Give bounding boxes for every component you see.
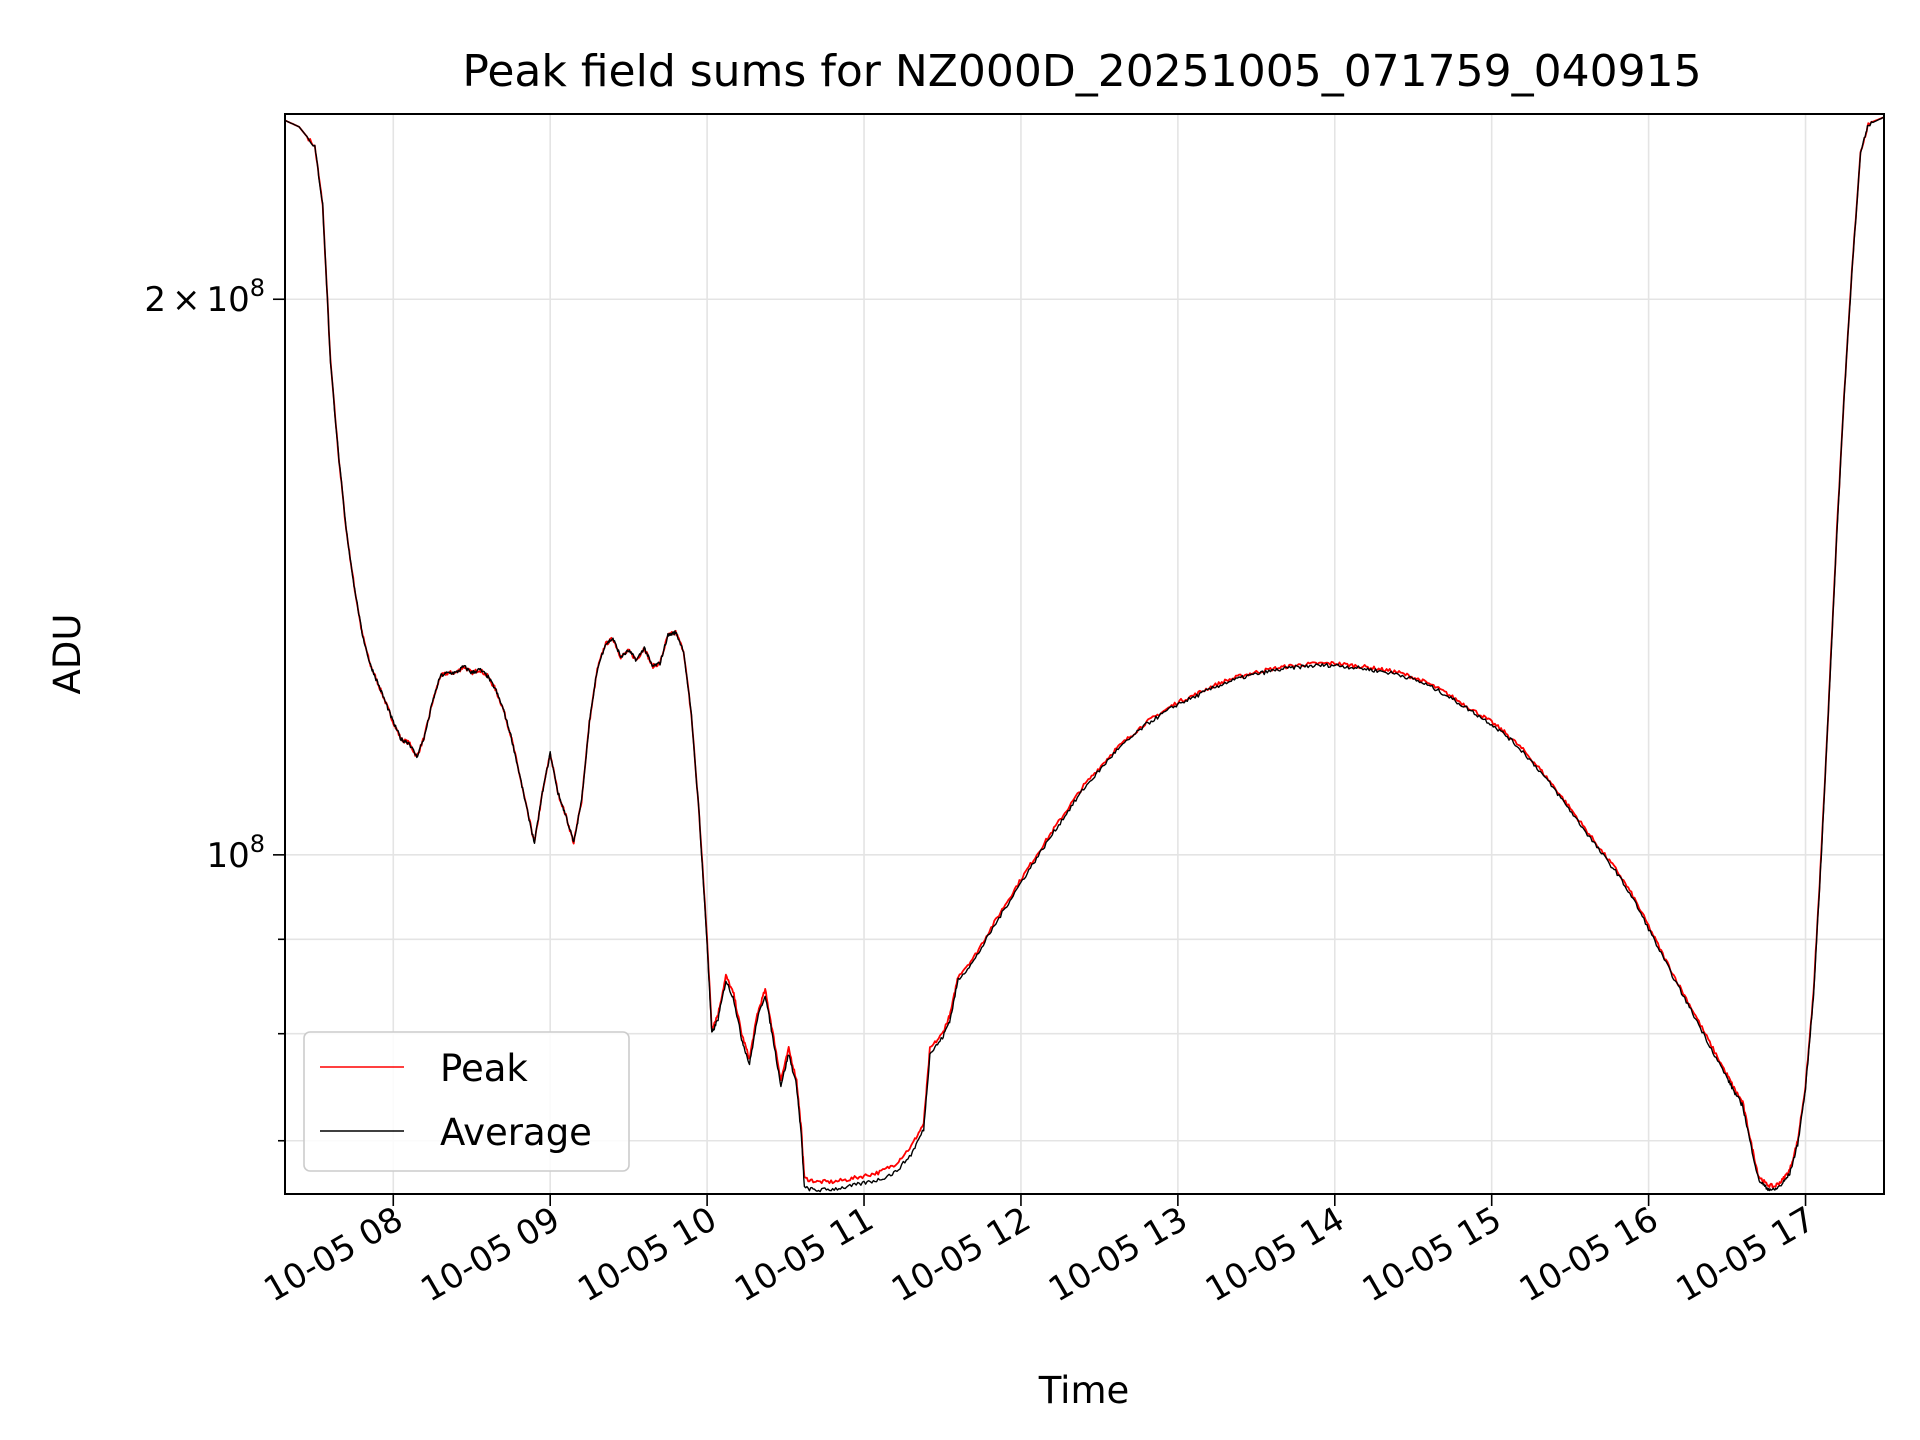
series-line-average bbox=[285, 116, 1884, 1193]
y-tick-times: × bbox=[172, 280, 201, 320]
y-tick-coefficient: 2 bbox=[144, 280, 166, 320]
series-line-peak bbox=[285, 116, 1884, 1189]
x-tick-label: 10-05 11 bbox=[728, 1199, 880, 1310]
legend-average-label: Average bbox=[440, 1111, 592, 1154]
y-tick-exponent: 8 bbox=[250, 274, 265, 302]
y-tick-exponent: 8 bbox=[250, 830, 265, 858]
x-tick-label: 10-05 14 bbox=[1199, 1199, 1351, 1310]
x-axis-ticks: 10-05 08 10-05 09 10-05 10 10-05 11 10-05 12… bbox=[257, 1194, 1822, 1310]
chart-title: Peak field sums for NZ000D_20251005_0717… bbox=[462, 46, 1701, 97]
x-tick-label: 10-05 16 bbox=[1513, 1199, 1665, 1310]
axes-frame bbox=[284, 113, 1885, 1195]
y-tick-label: 2 × 108 bbox=[144, 274, 265, 320]
legend: Peak Average bbox=[303, 1031, 630, 1172]
y-axis-label: ADU bbox=[46, 614, 89, 695]
x-tick-label: 10-05 10 bbox=[571, 1199, 723, 1310]
x-tick-label: 10-05 09 bbox=[414, 1199, 566, 1310]
x-tick-label: 10-05 13 bbox=[1042, 1199, 1194, 1310]
y-tick-base: 10 bbox=[206, 280, 249, 320]
x-tick-label: 10-05 12 bbox=[885, 1199, 1037, 1310]
x-tick-label: 10-05 08 bbox=[257, 1199, 409, 1310]
y-tick-base: 10 bbox=[206, 836, 249, 876]
y-tick-label: 108 bbox=[206, 830, 265, 876]
x-axis-label: Time bbox=[1038, 1369, 1130, 1412]
x-tick-label: 10-05 15 bbox=[1356, 1199, 1508, 1310]
plot-area bbox=[285, 116, 1884, 1193]
series-layer bbox=[285, 116, 1884, 1193]
legend-peak-label: Peak bbox=[440, 1047, 528, 1090]
x-tick-label: 10-05 17 bbox=[1670, 1199, 1822, 1310]
